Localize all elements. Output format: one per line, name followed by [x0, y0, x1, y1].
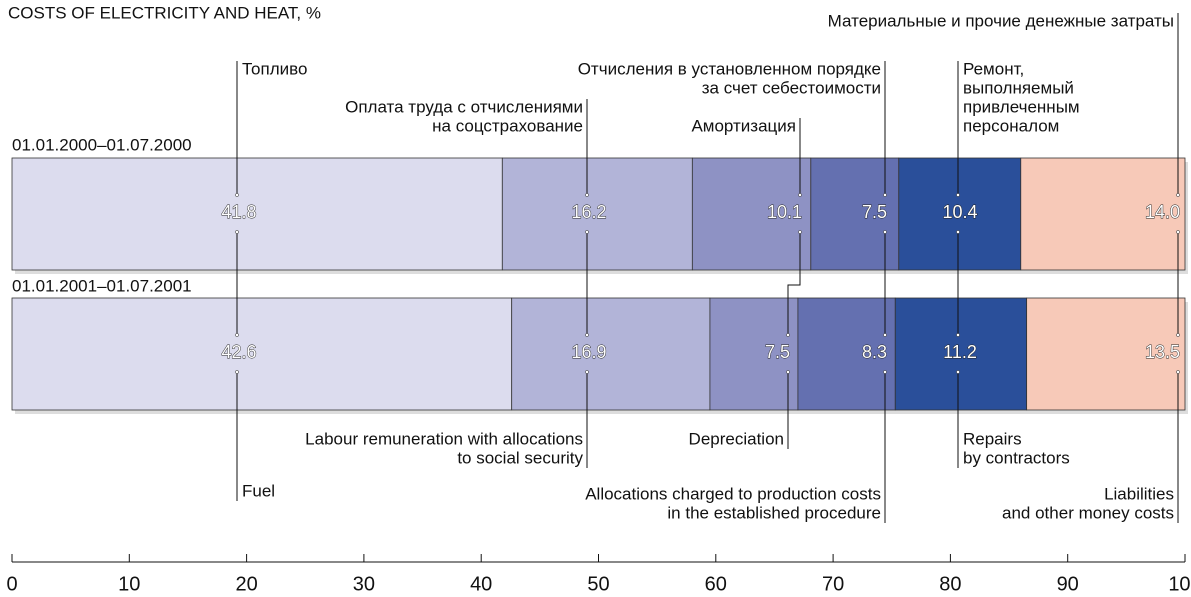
bar-segment [11, 297, 513, 411]
leader-line [787, 232, 801, 335]
x-tick-label: 70 [822, 573, 844, 595]
leader-dot [883, 333, 887, 337]
value-label: 16.9 [571, 342, 606, 362]
x-tick-label: 40 [470, 573, 492, 595]
leader-dot [956, 370, 960, 374]
label-ru: Топливо [242, 59, 307, 78]
leader-dot [585, 230, 589, 234]
label-ru: Амортизация [691, 116, 796, 135]
bar-segment [810, 157, 900, 271]
label-ru: Оплата труда с отчислениями [345, 97, 583, 116]
label-en: to social security [457, 448, 583, 467]
leader-dot [235, 230, 239, 234]
leader-dot [798, 193, 802, 197]
x-tick-label: 80 [939, 573, 961, 595]
label-en: and other money costs [1002, 503, 1174, 522]
value-label: 10.4 [942, 202, 977, 222]
label-en: by contractors [963, 448, 1070, 467]
leader-dot [883, 370, 887, 374]
category-label: 01.01.2000–01.07.2000 [12, 135, 192, 154]
value-label: 41.8 [221, 202, 256, 222]
category-label: 01.01.2001–01.07.2001 [12, 276, 192, 295]
leader-dot [883, 193, 887, 197]
value-label: 11.2 [943, 342, 977, 362]
label-en: Labour remuneration with allocations [305, 429, 583, 448]
bar-segment [511, 297, 711, 411]
label-ru: выполняемый [963, 78, 1074, 97]
x-tick-label: 100 [1168, 573, 1191, 595]
leader-dot [235, 333, 239, 337]
label-en: Liabilities [1104, 484, 1174, 503]
x-tick-label: 30 [353, 573, 375, 595]
label-ru: Ремонт, [963, 59, 1024, 78]
leader-dot [883, 230, 887, 234]
leader-dot [956, 230, 960, 234]
label-en: in the established procedure [667, 503, 881, 522]
label-ru: Отчисления в установленном порядке [578, 59, 881, 78]
label-ru: за счет себестоимости [702, 78, 881, 97]
leader-dot [798, 230, 802, 234]
leader-dot [956, 193, 960, 197]
leader-dot [585, 333, 589, 337]
value-label: 13.5 [1145, 342, 1180, 362]
label-ru: Материальные и прочие денежные затраты [828, 11, 1174, 30]
label-ru: привлеченным [963, 97, 1080, 116]
leader-dot [235, 193, 239, 197]
leader-dot [786, 333, 790, 337]
leader-dot [956, 333, 960, 337]
leader-dot [1176, 230, 1180, 234]
chart-title: COSTS OF ELECTRICITY AND HEAT, % [8, 3, 321, 22]
leader-dot [585, 193, 589, 197]
label-en: Fuel [242, 481, 275, 500]
x-tick-label: 50 [587, 573, 609, 595]
value-label: 10.1 [767, 202, 802, 222]
leader-dot [1176, 370, 1180, 374]
label-en: Depreciation [689, 429, 784, 448]
leader-dot [1176, 333, 1180, 337]
label-ru: на соцстрахование [432, 116, 583, 135]
x-tick-label: 0 [6, 573, 17, 595]
leader-dot [585, 370, 589, 374]
value-label: 42.6 [221, 342, 256, 362]
label-ru: персоналом [963, 116, 1059, 135]
bar-segment [1026, 297, 1186, 411]
value-label: 8.3 [862, 342, 887, 362]
leader-dot [786, 370, 790, 374]
label-en: Allocations charged to production costs [585, 484, 881, 503]
value-label: 7.5 [765, 342, 790, 362]
value-label: 14.0 [1145, 202, 1180, 222]
value-label: 7.5 [862, 202, 887, 222]
x-tick-label: 60 [705, 573, 727, 595]
leader-dot [235, 370, 239, 374]
bar-segment [709, 297, 799, 411]
value-label: 16.2 [571, 202, 606, 222]
bar-segment [894, 297, 1028, 411]
bar-segment [1020, 157, 1186, 271]
leader-dot [1176, 193, 1180, 197]
x-tick-label: 20 [235, 573, 257, 595]
bar-segment [898, 157, 1022, 271]
x-tick-label: 10 [118, 573, 140, 595]
bar-segment [501, 157, 693, 271]
label-en: Repairs [963, 429, 1022, 448]
x-tick-label: 90 [1057, 573, 1079, 595]
bar-segment [11, 157, 503, 271]
bar-segment [797, 297, 896, 411]
